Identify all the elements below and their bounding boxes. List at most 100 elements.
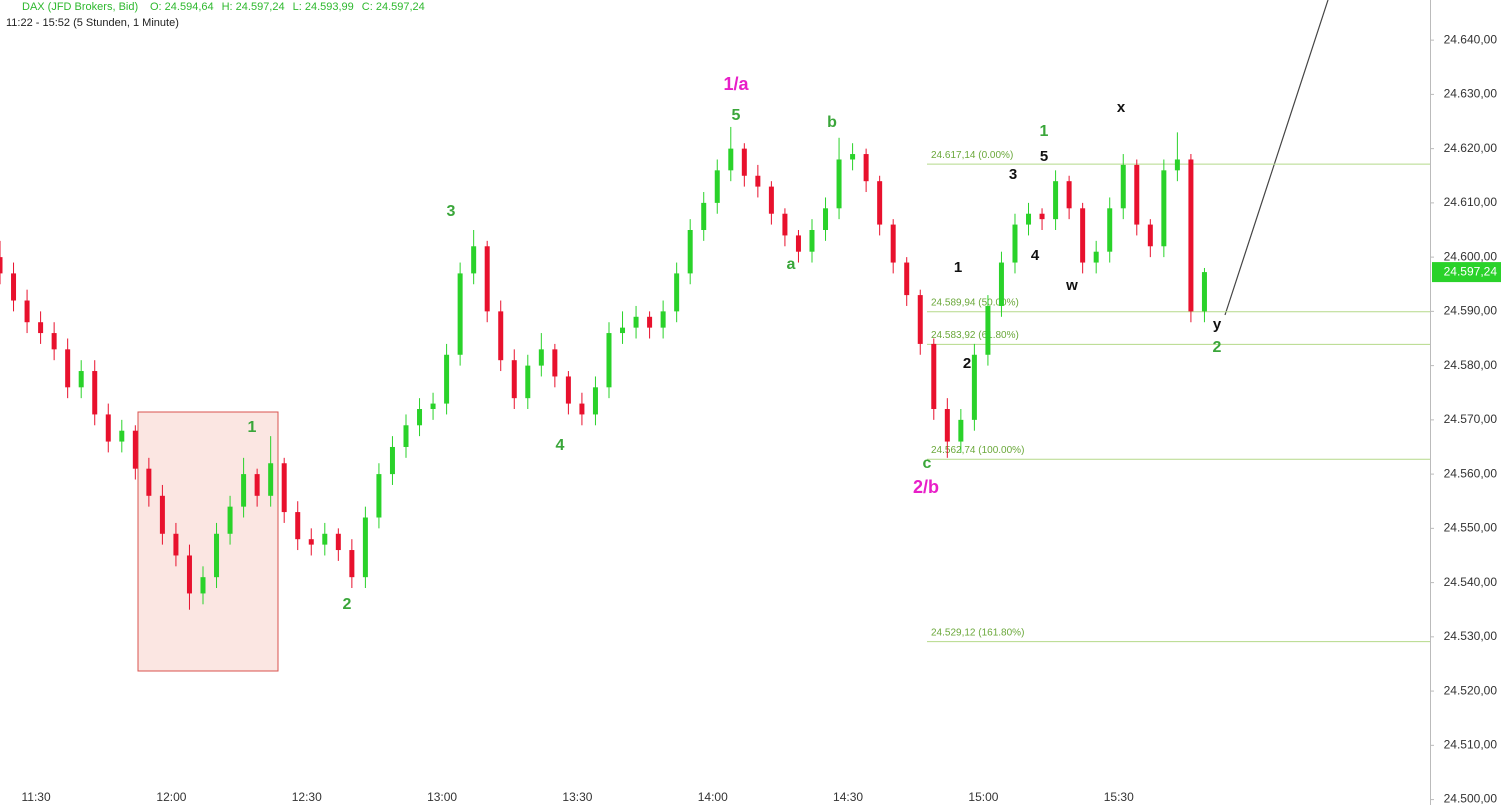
- candle-body: [349, 550, 355, 578]
- candle-body: [1107, 208, 1113, 252]
- candle-body: [1161, 170, 1167, 247]
- candle-body: [728, 148, 734, 171]
- candle-body: [335, 533, 341, 551]
- last-price-label: 24.597,24: [1444, 264, 1498, 278]
- candle-body: [579, 403, 585, 415]
- candle-body: [971, 354, 977, 420]
- candle-body: [444, 354, 450, 404]
- candle-body: [1039, 213, 1045, 220]
- x-tick-label: 12:30: [292, 790, 322, 804]
- candle-body: [714, 170, 720, 203]
- candle-body: [227, 506, 233, 534]
- candle-body: [214, 533, 220, 578]
- candle-body: [565, 376, 571, 404]
- fib-label: 24.617,14 (0.00%): [931, 150, 1013, 161]
- candle-body: [768, 186, 774, 214]
- candle-body: [904, 262, 910, 296]
- candle-body: [295, 512, 301, 540]
- candle-body: [38, 322, 44, 334]
- wave-label: 1: [954, 259, 962, 276]
- candle-body: [917, 295, 923, 344]
- wave-label: 3: [447, 203, 456, 220]
- chart-title: DAX (JFD Brokers, Bid): [22, 1, 138, 13]
- x-tick-label: 14:30: [833, 790, 863, 804]
- candle-body: [308, 539, 314, 545]
- candle-body: [647, 316, 653, 328]
- candle-body: [471, 246, 477, 274]
- wave-label: a: [787, 256, 796, 273]
- y-tick-label: 24.510,00: [1444, 738, 1498, 752]
- candle-body: [1147, 224, 1153, 247]
- candle-body: [389, 446, 395, 475]
- ohlc-value: C: 24.597,24: [362, 1, 425, 13]
- candle-body: [1080, 208, 1086, 263]
- candle-body: [633, 316, 639, 328]
- candle-body: [660, 311, 666, 328]
- x-tick-label: 12:00: [156, 790, 186, 804]
- candle-body: [674, 273, 680, 312]
- wave-label: 3: [1009, 166, 1017, 183]
- subtitle: 11:22 - 15:52 (5 Stunden, 1 Minute): [6, 17, 179, 29]
- y-tick-label: 24.520,00: [1444, 683, 1498, 697]
- wave-label: b: [827, 114, 837, 131]
- candle-body: [173, 533, 179, 556]
- y-tick-label: 24.610,00: [1444, 195, 1498, 209]
- candle-body: [1066, 181, 1072, 209]
- y-tick-label: 24.540,00: [1444, 575, 1498, 589]
- x-tick-label: 13:00: [427, 790, 457, 804]
- y-tick-label: 24.640,00: [1444, 32, 1498, 46]
- candle-body: [1012, 224, 1018, 263]
- wave-label: 2: [963, 355, 971, 372]
- wave-label: 4: [556, 437, 565, 454]
- wave-label: 5: [732, 107, 741, 124]
- candle-body: [268, 463, 274, 496]
- x-tick-label: 14:00: [698, 790, 728, 804]
- candle-body: [11, 273, 17, 301]
- ohlc-value: L: 24.593,99: [293, 1, 354, 13]
- y-tick-label: 24.500,00: [1444, 792, 1498, 805]
- candle-body: [890, 224, 896, 263]
- candle-body: [538, 349, 544, 366]
- wave-label: c: [923, 455, 932, 472]
- candle-body: [322, 533, 328, 545]
- wave-label: 2: [1213, 339, 1222, 356]
- candle-body: [620, 327, 626, 334]
- candle-body: [782, 213, 788, 236]
- wave-label: 1: [248, 419, 257, 436]
- candle-body: [417, 409, 423, 426]
- candle-body: [281, 463, 287, 513]
- candle-body: [741, 148, 747, 176]
- wave-label: w: [1065, 277, 1078, 294]
- candle-body: [525, 365, 531, 399]
- candle-body: [159, 495, 165, 534]
- candle-body: [795, 235, 801, 252]
- candle-body: [200, 577, 206, 594]
- ohlc-value: H: 24.597,24: [222, 1, 285, 13]
- fib-label: 24.529,12 (161.80%): [931, 627, 1024, 638]
- candle-body: [241, 474, 247, 507]
- y-tick-label: 24.550,00: [1444, 521, 1498, 535]
- fib-label: 24.562,74 (100.00%): [931, 445, 1024, 456]
- wave-label: 1: [1040, 123, 1049, 140]
- candle-body: [823, 208, 829, 230]
- candle-body: [836, 159, 842, 209]
- candle-body: [92, 371, 98, 415]
- candle-body: [484, 246, 490, 312]
- candle-body: [498, 311, 504, 361]
- wave-label: 2: [343, 596, 352, 613]
- y-tick-label: 24.590,00: [1444, 304, 1498, 318]
- candle-body: [78, 371, 84, 388]
- x-tick-label: 15:00: [968, 790, 998, 804]
- candle-body: [1174, 159, 1180, 171]
- candle-body: [877, 181, 883, 225]
- candle-body: [403, 425, 409, 447]
- candle-body: [362, 517, 368, 578]
- candle-body: [457, 273, 463, 355]
- candle-body: [254, 474, 260, 496]
- candle-body: [65, 349, 71, 388]
- candle-body: [931, 343, 937, 410]
- ohlc-value: O: 24.594,64: [150, 1, 214, 13]
- candle-body: [998, 262, 1004, 306]
- y-tick-label: 24.570,00: [1444, 412, 1498, 426]
